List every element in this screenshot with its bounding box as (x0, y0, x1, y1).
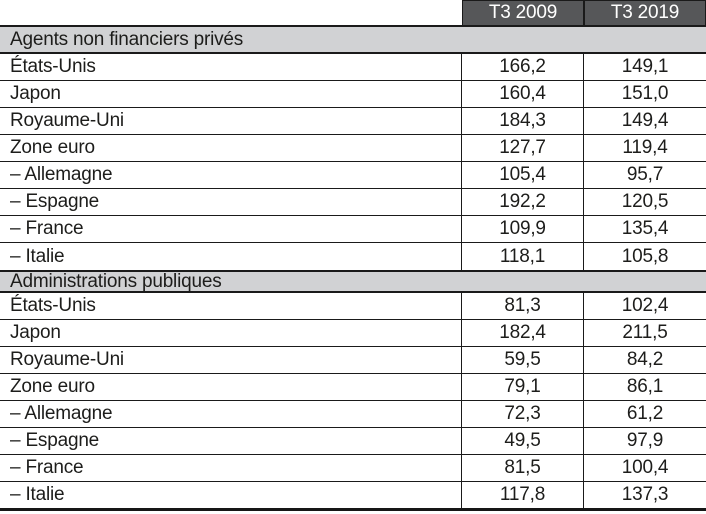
value-cell-2019: 95,7 (583, 162, 706, 188)
row-label: Zone euro (0, 135, 462, 161)
value-cell-2009: 105,4 (499, 164, 546, 185)
table-row-espagne: – Espagne 49,5 97,9 (0, 428, 706, 455)
table-row-allemagne: – Allemagne 105,4 95,7 (0, 162, 706, 189)
table-row-japon: Japon 160,4 151,0 (0, 81, 706, 108)
value-cell-2009: 49,5 (504, 430, 541, 451)
row-label: Japon (0, 81, 462, 107)
value-cell-2009: 72,3 (504, 403, 541, 424)
value-cell-2019: 86,1 (583, 374, 706, 400)
value-cell-2009: 184,3 (499, 110, 546, 131)
table-row-france: – France 81,5 100,4 (0, 455, 706, 482)
value-cell-2009: 109,9 (499, 218, 546, 239)
column-header-t3-2019: T3 2019 (583, 0, 706, 25)
table-row-zone-euro: Zone euro 79,1 86,1 (0, 374, 706, 401)
column-header-row: T3 2009 T3 2019 (0, 0, 706, 25)
table-row-zone-euro: Zone euro 127,7 119,4 (0, 135, 706, 162)
value-cell-2019: 97,9 (583, 428, 706, 454)
row-label: – France (0, 455, 462, 481)
row-label: Royaume-Uni (0, 108, 462, 134)
row-label: Japon (0, 320, 462, 346)
value-cell-2019: 211,5 (583, 320, 706, 346)
value-cell-2019: 100,4 (583, 455, 706, 481)
row-label: – Espagne (0, 428, 462, 454)
row-label: – Espagne (0, 189, 462, 215)
value-cell-2009: 127,7 (499, 137, 546, 158)
section-header-administrations-publiques: Administrations publiques (0, 270, 706, 293)
value-cell-2009: 81,5 (504, 457, 541, 478)
table-row-france: – France 109,9 135,4 (0, 216, 706, 243)
table-row-espagne: – Espagne 192,2 120,5 (0, 189, 706, 216)
value-cell-2019: 61,2 (583, 401, 706, 427)
value-cell-2019: 105,8 (583, 243, 706, 270)
value-cell-2019: 149,1 (583, 54, 706, 80)
table-row-etats-unis: États-Unis 166,2 149,1 (0, 54, 706, 81)
value-cell-2009: 118,1 (499, 245, 546, 267)
table-row-royaume-uni: Royaume-Uni 184,3 149,4 (0, 108, 706, 135)
value-cell-2009: 166,2 (499, 56, 546, 77)
value-cell-2019: 149,4 (583, 108, 706, 134)
table-row-etats-unis: États-Unis 81,3 102,4 (0, 293, 706, 320)
row-label: – Italie (0, 482, 462, 508)
value-cell-2019: 84,2 (583, 347, 706, 373)
value-cell-2009: 160,4 (499, 83, 546, 104)
value-cell-2009: 81,3 (504, 295, 541, 316)
value-cell-2019: 102,4 (583, 293, 706, 319)
value-cell-2019: 119,4 (583, 135, 706, 161)
table-row-allemagne: – Allemagne 72,3 61,2 (0, 401, 706, 428)
row-label: États-Unis (0, 293, 462, 319)
value-cell-2019: 135,4 (583, 216, 706, 242)
table-row-italie: – Italie 117,8 137,3 (0, 482, 706, 511)
table-row-japon: Japon 182,4 211,5 (0, 320, 706, 347)
value-cell-2019: 120,5 (583, 189, 706, 215)
value-cell-2009: 59,5 (504, 349, 541, 370)
row-label: États-Unis (0, 54, 462, 80)
row-label: – Allemagne (0, 162, 462, 188)
column-header-t3-2009: T3 2009 (462, 0, 583, 25)
row-label: – Italie (0, 243, 462, 270)
value-cell-2009: 182,4 (499, 322, 546, 343)
row-label: Royaume-Uni (0, 347, 462, 373)
value-cell-2009: 117,8 (499, 483, 546, 505)
value-cell-2019: 137,3 (583, 482, 706, 508)
section-header-agents-non-financiers-prives: Agents non financiers privés (0, 25, 706, 54)
header-corner-spacer (0, 0, 462, 25)
row-label: – France (0, 216, 462, 242)
row-label: – Allemagne (0, 401, 462, 427)
row-label: Zone euro (0, 374, 462, 400)
value-cell-2009: 79,1 (504, 376, 541, 397)
table-row-royaume-uni: Royaume-Uni 59,5 84,2 (0, 347, 706, 374)
table-row-italie: – Italie 118,1 105,8 (0, 243, 706, 270)
value-cell-2019: 151,0 (583, 81, 706, 107)
value-cell-2009: 192,2 (499, 191, 546, 212)
